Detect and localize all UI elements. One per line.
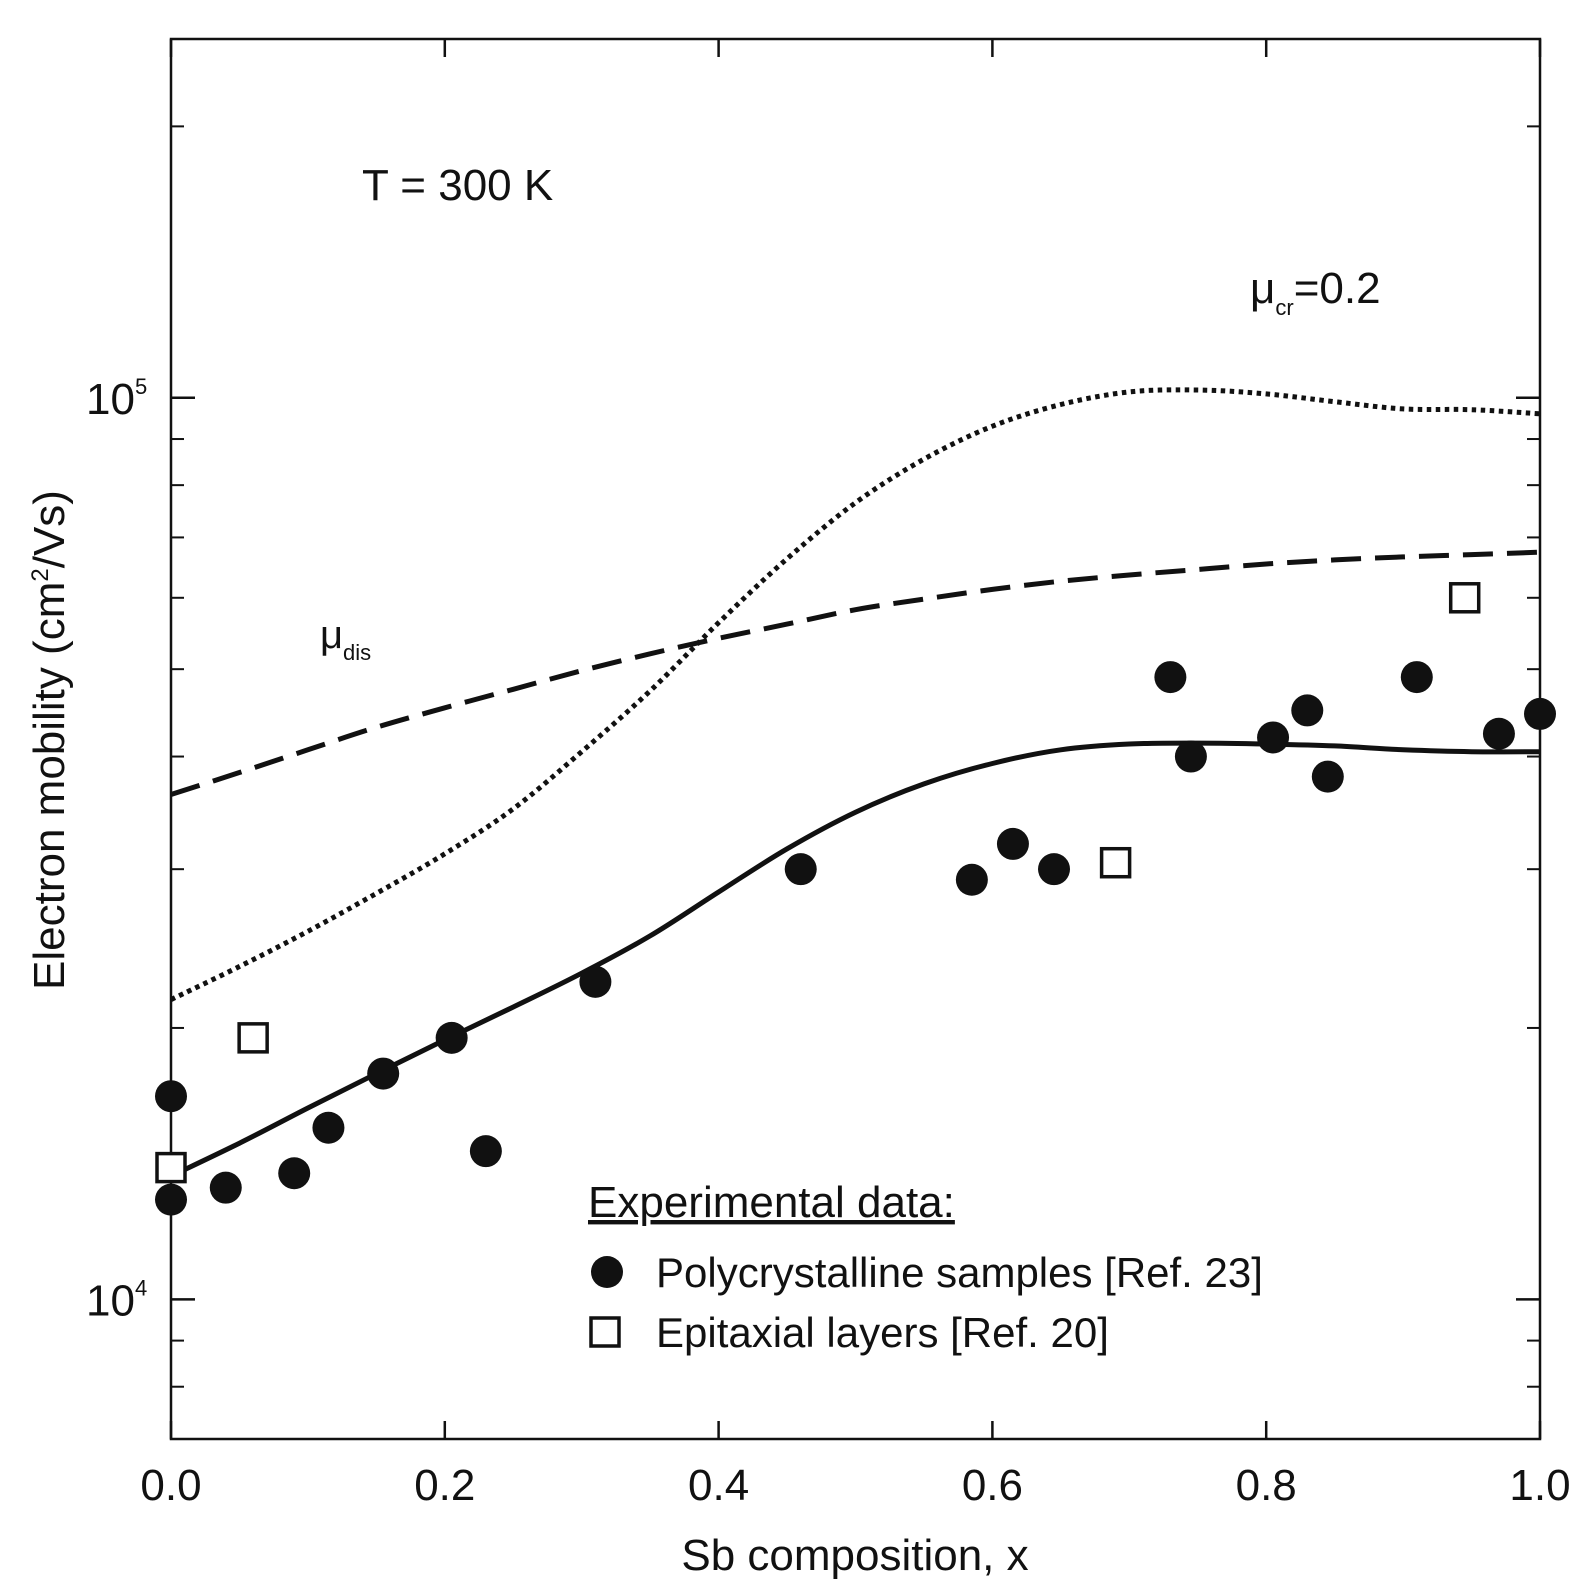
series-points	[155, 582, 1556, 1216]
data-point-polycrystalline	[1257, 721, 1290, 754]
mu-cr-symbol: μ	[1250, 264, 1275, 313]
data-point-polycrystalline	[1400, 661, 1433, 694]
data-point-epitaxial	[155, 1151, 187, 1184]
series-line-dotted	[169, 387, 1541, 1002]
y-axis-label-sup: 2	[27, 568, 54, 581]
y-axis-label-suffix: /Vs)	[25, 490, 74, 568]
legend-title: Experimental data:	[588, 1178, 955, 1227]
x-tick-label: 0.6	[962, 1461, 1023, 1510]
y-tick-label: 105	[86, 374, 147, 424]
data-point-polycrystalline	[1154, 661, 1187, 694]
y-tick-label-exponent: 4	[135, 1275, 147, 1300]
x-tick-label: 0.2	[414, 1461, 475, 1510]
legend: Experimental data: Polycrystalline sampl…	[588, 1178, 1263, 1356]
y-tick-label-base: 10	[86, 1276, 135, 1325]
data-point-epitaxial	[1448, 582, 1481, 614]
data-point-polycrystalline	[278, 1157, 311, 1190]
y-tick-label: 104	[86, 1275, 147, 1325]
data-point-polycrystalline	[784, 853, 817, 886]
legend-label-polycrystalline: Polycrystalline samples [Ref. 23]	[656, 1249, 1263, 1296]
mu-dis-symbol: μ	[320, 613, 343, 657]
legend-marker-circle	[591, 1256, 623, 1288]
mu-cr-value: =0.2	[1294, 264, 1381, 313]
data-point-polycrystalline	[1311, 760, 1344, 793]
data-point-polycrystalline	[579, 965, 612, 998]
data-point-epitaxial	[237, 1022, 269, 1054]
data-point-polycrystalline	[996, 827, 1029, 860]
data-point-polycrystalline	[312, 1111, 345, 1144]
legend-label-epitaxial: Epitaxial layers [Ref. 20]	[656, 1309, 1109, 1356]
x-tick-label: 0.0	[140, 1461, 201, 1510]
data-point-polycrystalline	[155, 1183, 187, 1216]
legend-marker-square	[589, 1316, 621, 1348]
data-point-polycrystalline	[155, 1080, 187, 1113]
temperature-annotation: T = 300 K	[362, 161, 553, 210]
x-axis-label: Sb composition, x	[681, 1531, 1028, 1580]
data-point-polycrystalline	[955, 863, 988, 896]
series-line-solid	[169, 740, 1541, 1179]
x-tick-label: 0.4	[688, 1461, 749, 1510]
mu-cr-label: μcr=0.2	[1250, 264, 1381, 320]
y-tick-label-base: 10	[86, 375, 135, 424]
y-axis-label: Electron mobility (cm2/Vs)	[25, 490, 74, 990]
mu-cr-subscript: cr	[1275, 295, 1293, 320]
series-lines	[169, 387, 1541, 1179]
y-axis-label-prefix: Electron mobility (cm	[25, 582, 74, 990]
data-point-polycrystalline	[435, 1021, 468, 1054]
data-point-polycrystalline	[1482, 717, 1515, 750]
mu-dis-label: μdis	[320, 613, 371, 665]
data-point-polycrystalline	[469, 1135, 502, 1168]
x-tick-label: 0.8	[1236, 1461, 1297, 1510]
series-line-dashed	[170, 549, 1541, 797]
mu-dis-subscript: dis	[343, 640, 371, 665]
data-point-epitaxial	[1099, 846, 1132, 879]
y-tick-label-exponent: 5	[135, 374, 147, 399]
data-point-polycrystalline	[367, 1057, 400, 1090]
plot-frame	[169, 37, 1542, 1441]
data-point-polycrystalline	[1291, 694, 1324, 727]
data-point-polycrystalline	[1524, 697, 1556, 730]
data-point-polycrystalline	[1174, 740, 1207, 773]
data-point-polycrystalline	[1038, 853, 1071, 886]
x-tick-label: 1.0	[1509, 1461, 1570, 1510]
data-point-polycrystalline	[209, 1171, 242, 1204]
